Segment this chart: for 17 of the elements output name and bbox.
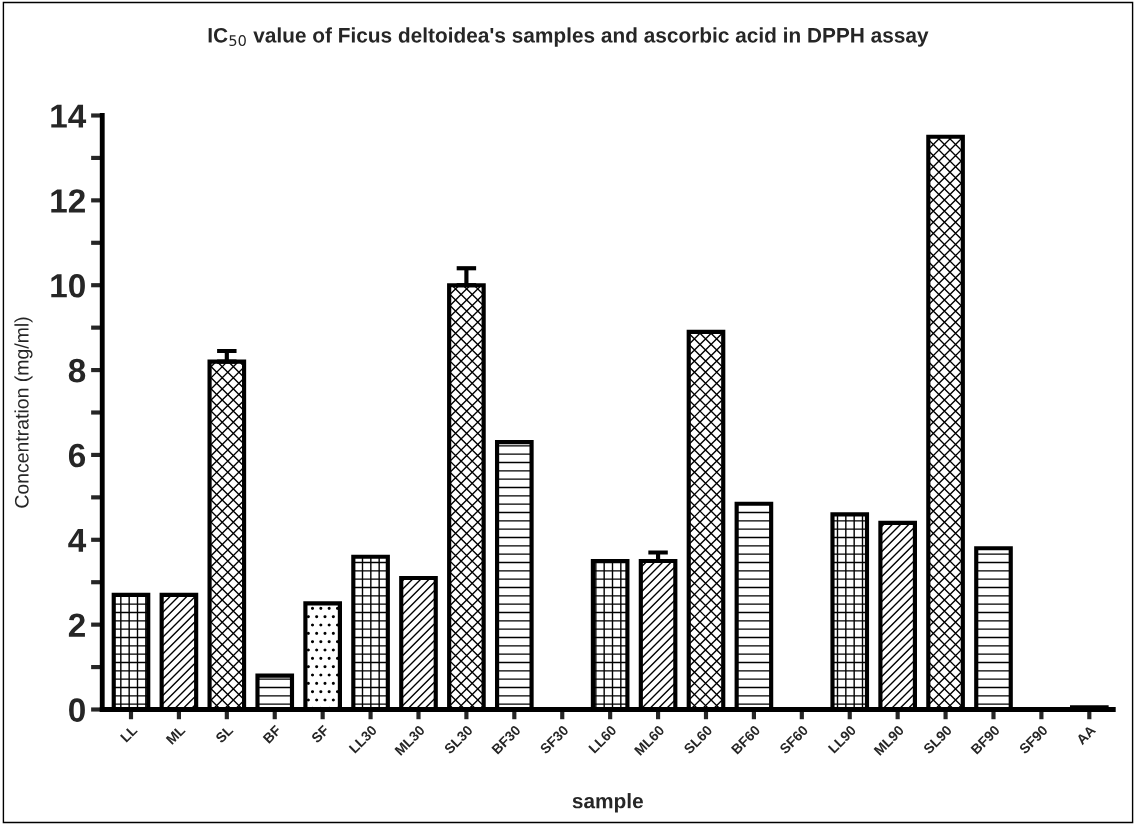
y-axis-title: Concentration (mg/ml) <box>14 317 33 508</box>
y-tick-label: 4 <box>68 528 87 552</box>
x-tick-label: AA <box>1075 724 1097 746</box>
y-tick-label: 14 <box>51 104 87 128</box>
y-tick-label: 6 <box>68 443 86 468</box>
x-tick-label: BF <box>262 724 282 744</box>
x-tick-label: SL <box>214 724 234 744</box>
y-tick-label: 8 <box>68 358 86 383</box>
y-tick-label: 10 <box>51 274 85 298</box>
y-tick-label: 12 <box>51 189 85 213</box>
x-tick-label: SF <box>310 724 330 744</box>
x-axis-title: sample <box>572 793 643 813</box>
x-tick-label: ML <box>165 724 186 745</box>
x-tick-label: LL <box>120 724 138 743</box>
y-tick-label: 0 <box>69 698 85 722</box>
y-tick-label: 2 <box>68 613 85 637</box>
chart-title: IC$_{50}$ value of Ficus deltoidea's samples and ascorbic acid in DPPH assay <box>208 27 929 47</box>
